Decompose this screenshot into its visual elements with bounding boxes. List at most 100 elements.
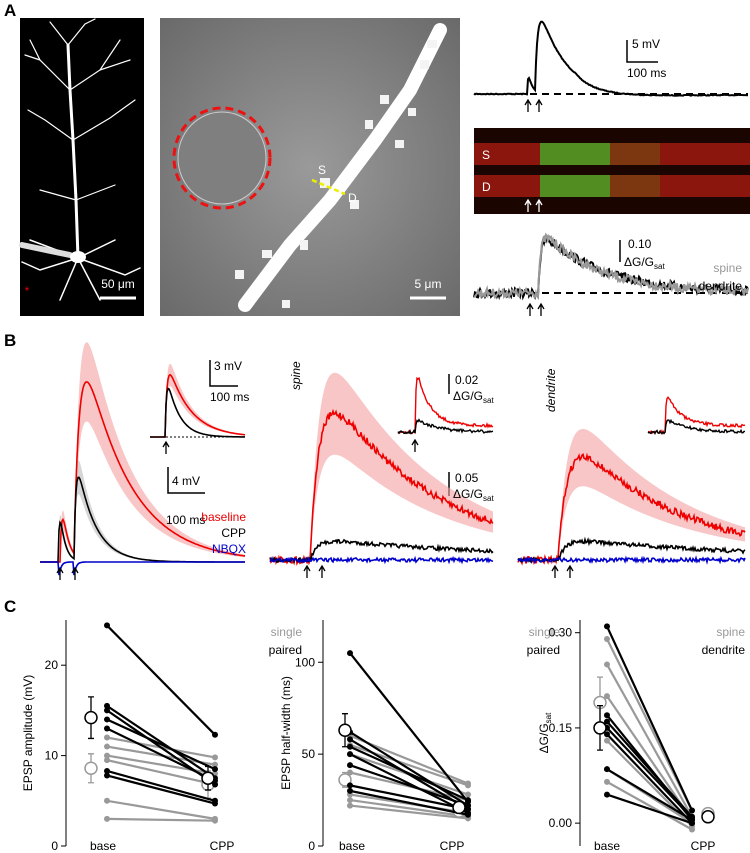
x-tick-label: base xyxy=(594,839,620,853)
stim-arrow xyxy=(162,440,170,454)
y-axis-label: ΔG/Gsat xyxy=(537,712,553,753)
mean-marker xyxy=(84,761,98,776)
unit-sub: sat xyxy=(654,262,665,271)
linescan-image xyxy=(474,128,750,214)
legend-label: single xyxy=(271,625,303,639)
point xyxy=(604,718,610,725)
x-tick-label: base xyxy=(90,839,116,853)
spine-marker: S xyxy=(318,163,326,177)
stim-arrow xyxy=(71,566,79,580)
y-tick-label: 10 xyxy=(45,749,59,763)
point xyxy=(465,782,471,789)
mean-marker xyxy=(452,800,466,815)
trace xyxy=(40,381,246,563)
point xyxy=(465,806,471,813)
trace xyxy=(473,20,748,97)
slope-line xyxy=(106,704,216,780)
sem-band xyxy=(40,342,245,562)
legend-label: NBQX xyxy=(212,542,246,556)
point xyxy=(347,787,353,794)
slope-line xyxy=(606,733,693,824)
stim-arrow xyxy=(303,564,311,578)
scale-label: ΔG/Gsat xyxy=(453,389,494,405)
trace-label: dendrite xyxy=(544,368,558,412)
point xyxy=(604,636,610,643)
scale-label: ΔG/Gsat xyxy=(453,487,494,503)
slope-line xyxy=(349,798,469,818)
slope-line xyxy=(606,720,693,818)
legend-label: CPP xyxy=(221,526,246,540)
panel-label: A xyxy=(4,1,16,20)
slope-line xyxy=(349,731,469,807)
point xyxy=(689,807,695,814)
mean-marker xyxy=(338,723,352,737)
trace xyxy=(150,387,245,438)
legend-label: dendrite xyxy=(702,643,746,657)
point xyxy=(104,757,110,764)
point xyxy=(347,762,353,769)
y-axis-label: EPSP half-width (ms) xyxy=(279,676,293,790)
slope-line xyxy=(106,759,216,786)
linescan-label: S xyxy=(482,148,490,162)
scale-label: 100 ms xyxy=(210,390,249,404)
point xyxy=(104,716,110,723)
point xyxy=(104,734,110,741)
point xyxy=(104,815,110,822)
label: ΔG/G xyxy=(537,723,551,753)
point xyxy=(465,791,471,798)
point xyxy=(104,743,110,750)
panel-label: B xyxy=(4,331,16,350)
trace-label: spine xyxy=(289,361,303,390)
point xyxy=(347,650,353,657)
y-tick-label: 0 xyxy=(51,839,58,853)
scale-label: 3 mV xyxy=(214,359,242,373)
slope-line xyxy=(606,727,693,819)
point xyxy=(104,702,110,709)
point xyxy=(689,820,695,827)
slope-line xyxy=(106,624,216,736)
y-tick-label: 50 xyxy=(302,747,316,761)
slope-line xyxy=(349,753,469,814)
slope-line xyxy=(349,784,469,811)
point xyxy=(347,743,353,750)
sem-band xyxy=(270,372,493,560)
stim-arrow xyxy=(526,302,534,316)
point xyxy=(347,736,353,743)
point xyxy=(104,767,110,774)
scale-label: 0.02 xyxy=(455,373,479,387)
legend-label: single xyxy=(529,625,561,639)
trace xyxy=(647,418,745,436)
point xyxy=(104,725,110,732)
slope-line xyxy=(106,718,216,771)
point xyxy=(212,761,218,768)
linescan-label: D xyxy=(482,180,491,194)
panel-c: 0 10 20 EPSP amplitude (mV) base CPP single pai… xyxy=(21,620,745,853)
label: EPSP half-width (ms) xyxy=(279,676,293,790)
slope-line xyxy=(106,769,216,802)
slope-line xyxy=(349,745,469,802)
y-tick-label: 100 xyxy=(295,655,315,669)
stim-arrow xyxy=(551,564,559,578)
x-tick-label: CPP xyxy=(210,839,235,853)
unit: ΔG/G xyxy=(453,487,483,501)
sem-band xyxy=(518,428,745,560)
trace xyxy=(269,538,494,565)
trace xyxy=(40,561,245,576)
point xyxy=(465,811,471,818)
point xyxy=(347,782,353,789)
dendrite-image xyxy=(160,18,460,316)
trace xyxy=(517,536,746,564)
scale-label: 0.10 xyxy=(628,237,652,251)
y-axis-label: EPSP amplitude (mV) xyxy=(21,675,35,792)
point xyxy=(212,766,218,773)
point xyxy=(465,797,471,804)
point xyxy=(104,797,110,804)
stim-arrow xyxy=(535,198,543,212)
y-tick-label: 20 xyxy=(45,658,59,672)
y-tick-label: 0 xyxy=(308,839,315,853)
slope-line xyxy=(606,663,693,818)
point xyxy=(604,731,610,738)
mean-marker xyxy=(338,773,352,787)
scale-label: 5 mV xyxy=(632,37,660,51)
scale-label: 0.05 xyxy=(455,471,479,485)
